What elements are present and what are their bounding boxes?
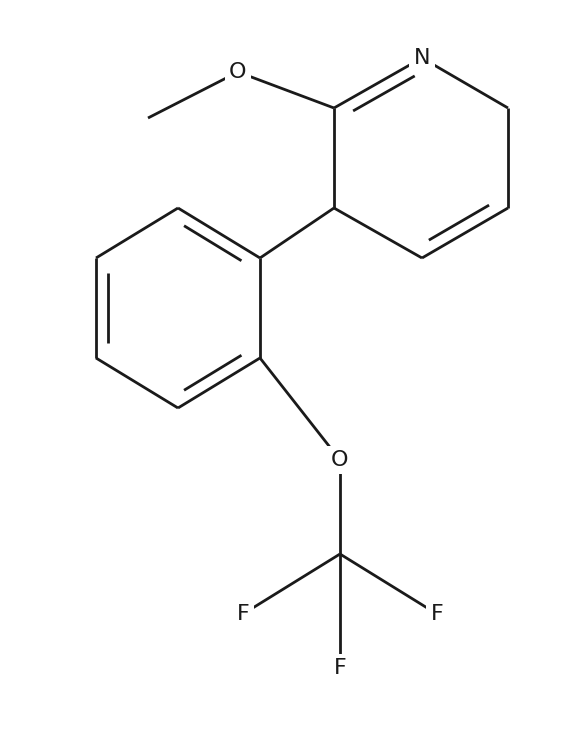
- Text: N: N: [414, 48, 430, 68]
- Text: F: F: [334, 658, 346, 678]
- Text: O: O: [331, 450, 349, 470]
- Text: F: F: [430, 604, 443, 624]
- Text: O: O: [229, 62, 247, 82]
- Text: F: F: [237, 604, 250, 624]
